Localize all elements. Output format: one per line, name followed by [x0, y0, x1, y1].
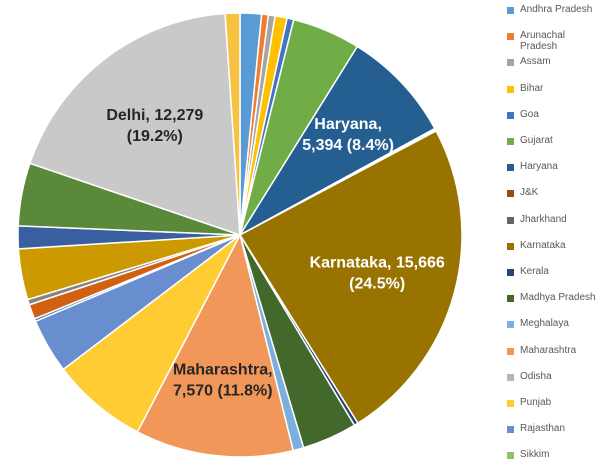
legend-swatch [507, 347, 514, 355]
legend-label: Haryana [520, 161, 558, 173]
slice-delhi [28, 12, 241, 237]
legend-swatch [507, 190, 514, 198]
legend-label: Meghalaya [520, 318, 569, 330]
legend-label: Odisha [520, 370, 552, 382]
legend-swatch [507, 242, 514, 250]
legend-label: Kerala [520, 266, 549, 277]
slice-others [224, 12, 241, 236]
data-label-maharashtra: Maharashtra, 7,570 (11.8%) [173, 361, 273, 399]
legend-label: Jharkhand [520, 213, 567, 225]
legend-swatch [507, 138, 514, 145]
legend-swatch [507, 164, 514, 172]
legend-label: Gujarat [520, 135, 553, 146]
legend-swatch [507, 295, 514, 303]
legend-swatch [507, 452, 514, 460]
legend-swatch [507, 59, 514, 67]
legend-label: Bihar [520, 82, 544, 94]
legend-label: Karnataka [520, 239, 566, 251]
legend-swatch [507, 216, 514, 224]
legend-label: Punjab [520, 397, 552, 408]
legend: Andhra Pradesh Arunachal Pradesh Assam Biha… [507, 0, 602, 471]
slice-haryana [237, 45, 436, 238]
legend-label: Arunachal Pradesh [520, 30, 566, 53]
legend-swatch [507, 321, 514, 329]
legend-label: J&K [520, 187, 539, 199]
legend-swatch [507, 33, 514, 41]
legend-swatch [507, 85, 514, 93]
data-label-haryana: Haryana, 5,394 (8.4%) [302, 116, 394, 154]
legend-label: Assam [520, 56, 551, 68]
legend-swatch [507, 111, 514, 119]
legend-label: Andhra Pradesh [520, 4, 593, 15]
data-label-karnataka: Karnataka, 15,666 (24.5%) [310, 255, 445, 293]
data-label-delhi: Delhi, 12,279 (19.2%) [106, 107, 203, 145]
legend-swatch [507, 400, 514, 407]
slice-maharashtra [136, 232, 295, 458]
legend-label: Sikkim [520, 449, 550, 461]
legend-swatch [507, 373, 514, 381]
slice-karnataka [238, 129, 463, 425]
legend-swatch [507, 7, 514, 14]
legend-label: Rajasthan [520, 423, 566, 435]
legend-swatch [507, 269, 514, 276]
pie-chart: Haryana, 5,394 (8.4%) Karnataka, 15,666 (24… [17, 12, 463, 458]
legend-label: Madhya Pradesh [520, 292, 596, 304]
legend-swatch [507, 426, 514, 434]
legend-label: Maharashtra [520, 344, 577, 356]
legend-label: Goa [520, 108, 539, 120]
